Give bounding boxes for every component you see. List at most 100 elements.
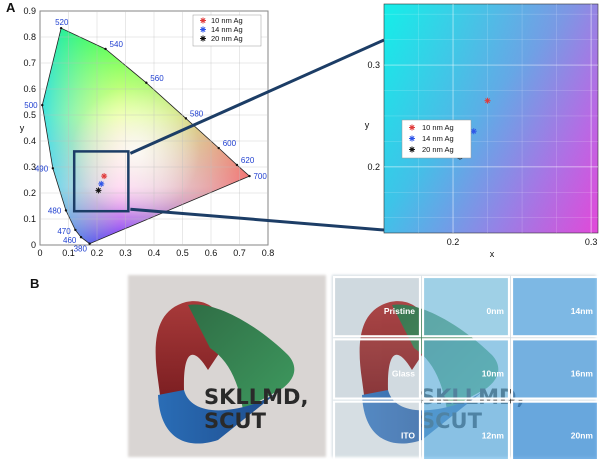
wavelength-label-460: 460 bbox=[63, 236, 77, 245]
tile-label-glass: Glass bbox=[392, 368, 415, 378]
zoom-x-tick-label: 0.3 bbox=[585, 237, 598, 247]
zoom-y-axis-label: y bbox=[365, 120, 370, 130]
wavelength-label-580: 580 bbox=[190, 109, 204, 118]
zoom-legend: 10 nm Ag 14 nm Ag 20 nm Ag bbox=[401, 119, 472, 159]
y-tick-label: 0.2 bbox=[23, 188, 36, 198]
logo-blue-arm bbox=[158, 388, 283, 444]
wavelength-label-620: 620 bbox=[241, 156, 255, 165]
panel-label-b: B bbox=[30, 276, 40, 291]
data-point-14-nm-ag bbox=[98, 180, 105, 187]
y-tick-label: 0.4 bbox=[23, 136, 36, 146]
tile-label-10nm: 10nm bbox=[482, 368, 505, 378]
legend-marker bbox=[200, 17, 206, 24]
x-tick-label: 0.6 bbox=[205, 248, 218, 258]
data-point-10-nm-ag bbox=[101, 173, 108, 180]
wavelength-label-560: 560 bbox=[150, 74, 164, 83]
x-tick-label: 0.2 bbox=[91, 248, 104, 258]
zoom-y-tick-label: 0.3 bbox=[367, 60, 380, 70]
panel-label-a: A bbox=[6, 0, 16, 15]
zoom-data-point-14-nm-ag bbox=[470, 128, 477, 135]
tile-glass bbox=[334, 339, 420, 399]
x-tick-label: 0.1 bbox=[62, 248, 75, 258]
x-tick-label: 0.7 bbox=[233, 248, 246, 258]
wavelength-marker bbox=[217, 146, 220, 150]
y-tick-label: 0.1 bbox=[23, 214, 36, 224]
spectral-locus-outline bbox=[41, 27, 251, 245]
wavelength-marker bbox=[79, 236, 83, 239]
y-tick-label: 0.5 bbox=[23, 110, 36, 120]
wavelength-marker bbox=[145, 81, 148, 84]
wavelength-label-600: 600 bbox=[223, 139, 237, 148]
logo-text-line2: SCUT bbox=[204, 409, 267, 433]
x-tick-label: 0.5 bbox=[176, 248, 189, 258]
tile-label-0nm: 0nm bbox=[487, 306, 505, 316]
x-tick-label: 0.8 bbox=[262, 248, 275, 258]
wavelength-label-490: 490 bbox=[35, 164, 49, 173]
zoom-x-tick-label: 0.2 bbox=[447, 237, 460, 247]
tile-10nm bbox=[423, 339, 509, 399]
wavelength-marker bbox=[104, 47, 107, 51]
tile-label-16nm: 16nm bbox=[571, 368, 594, 378]
wavelength-marker bbox=[88, 242, 91, 245]
wavelength-label-470: 470 bbox=[57, 227, 71, 236]
coated-logo-photo: SKLLMD, SCUT Pristine0nm14nmGlass10nm16n… bbox=[332, 275, 600, 459]
zoom-legend-marker bbox=[409, 124, 415, 131]
tile-12nm bbox=[423, 401, 509, 459]
pristine-logo-photo: SKLLMD, SCUT bbox=[128, 275, 326, 457]
wavelength-marker bbox=[74, 228, 77, 232]
legend-marker bbox=[200, 26, 206, 33]
legend-entry: 10 nm Ag bbox=[211, 16, 243, 25]
zoom-legend-marker bbox=[409, 135, 415, 142]
zoom-connector-bottom bbox=[130, 207, 385, 232]
tile-20nm bbox=[512, 401, 598, 459]
tile-ito bbox=[334, 401, 420, 459]
tile-16nm bbox=[512, 339, 598, 399]
wavelength-marker bbox=[184, 117, 188, 120]
wavelength-marker bbox=[64, 209, 68, 212]
legend-marker bbox=[200, 35, 206, 42]
x-tick-label: 0.3 bbox=[119, 248, 132, 258]
data-point-20-nm-ag bbox=[95, 187, 102, 194]
wavelength-marker bbox=[248, 174, 251, 178]
zoom-legend-entry: 10 nm Ag bbox=[422, 123, 454, 132]
tile-14nm bbox=[512, 277, 598, 337]
tile-label-14nm: 14nm bbox=[571, 306, 594, 316]
wavelength-label-380: 380 bbox=[74, 245, 88, 254]
y-tick-label: 0.6 bbox=[23, 84, 36, 94]
wavelength-marker bbox=[51, 167, 55, 170]
zoom-legend-marker bbox=[409, 146, 415, 153]
wavelength-marker bbox=[235, 163, 239, 167]
legend-entry: 20 nm Ag bbox=[211, 34, 243, 43]
wavelength-label-500: 500 bbox=[24, 101, 38, 110]
wavelength-label-480: 480 bbox=[48, 206, 62, 215]
zoom-x-axis-label: x bbox=[490, 249, 495, 259]
tile-label-ito: ITO bbox=[401, 431, 415, 441]
x-tick-label: 0.4 bbox=[148, 248, 161, 258]
zoom-region-box bbox=[72, 150, 130, 213]
x-tick-label: 0 bbox=[37, 248, 42, 258]
logo-green-arm bbox=[188, 304, 295, 410]
zoom-legend-entry: 20 nm Ag bbox=[422, 145, 454, 154]
zoom-legend-entry: 14 nm Ag bbox=[422, 134, 454, 143]
wavelength-label-700: 700 bbox=[253, 172, 267, 181]
zoom-data-point-10-nm-ag bbox=[484, 97, 491, 104]
tile-label-20nm: 20nm bbox=[571, 431, 594, 441]
y-tick-label: 0.7 bbox=[23, 58, 36, 68]
wavelength-label-520: 520 bbox=[55, 18, 69, 27]
zoom-y-tick-label: 0.2 bbox=[367, 162, 380, 172]
legend-entry: 14 nm Ag bbox=[211, 25, 243, 34]
logo-text-line1: SKLLMD, bbox=[204, 385, 308, 409]
tile-label-pristine: Pristine bbox=[384, 306, 415, 316]
y-tick-label: 0.9 bbox=[23, 6, 36, 16]
wavelength-marker bbox=[59, 26, 63, 30]
wavelength-label-540: 540 bbox=[110, 40, 124, 49]
wavelength-marker bbox=[41, 103, 44, 107]
y-axis-label: y bbox=[20, 123, 25, 133]
y-tick-label: 0.8 bbox=[23, 32, 36, 42]
y-tick-label: 0.3 bbox=[23, 162, 36, 172]
